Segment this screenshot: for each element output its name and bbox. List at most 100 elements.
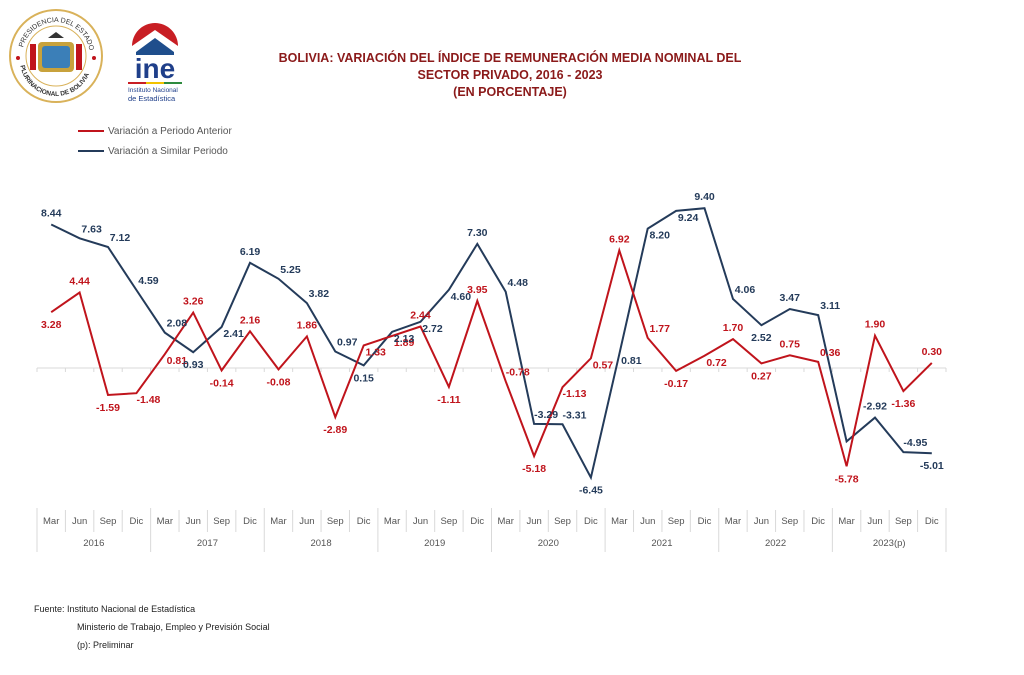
data-label-anterior: 0.57	[593, 359, 614, 371]
x-tick-label-quarter: Mar	[270, 516, 286, 527]
title-line-1: BOLIVIA: VARIACIÓN DEL ÍNDICE DE REMUNER…	[278, 51, 742, 65]
data-label-similar: 8.20	[650, 230, 671, 242]
x-tick-label-quarter: Jun	[186, 516, 201, 527]
x-tick-label-quarter: Mar	[611, 516, 627, 527]
data-label-similar: 8.44	[41, 208, 62, 220]
legend-label-similar: Variación a Similar Periodo	[108, 145, 228, 157]
ine-line1: Instituto Nacional	[128, 87, 178, 94]
x-tick-label-quarter: Dic	[470, 516, 484, 527]
data-label-anterior: 6.92	[609, 233, 630, 245]
x-tick-label-quarter: Dic	[925, 516, 939, 527]
data-label-anterior: 0.30	[922, 346, 943, 358]
data-label-anterior: -1.13	[563, 388, 587, 400]
data-label-anterior: -5.78	[835, 473, 859, 485]
data-label-similar: 0.81	[621, 355, 642, 367]
data-label-anterior: -0.14	[210, 377, 234, 389]
x-tick-label-quarter: Dic	[584, 516, 598, 527]
x-tick-label-quarter: Mar	[725, 516, 741, 527]
data-label-similar: 9.40	[694, 191, 715, 203]
data-label-anterior: 1.33	[365, 346, 386, 358]
data-label-anterior: -0.78	[506, 366, 530, 378]
data-label-similar: 0.15	[353, 372, 374, 384]
data-label-similar: -6.45	[579, 485, 603, 497]
data-label-anterior: 2.16	[240, 314, 261, 326]
x-tick-label-quarter: Jun	[526, 516, 541, 527]
data-label-similar: -5.01	[920, 460, 944, 472]
x-tick-label-year: 2019	[424, 538, 445, 549]
footer-note: (p): Preliminar	[77, 640, 134, 650]
x-tick-label-quarter: Jun	[413, 516, 428, 527]
data-label-similar: 7.63	[81, 223, 102, 235]
x-tick-label-quarter: Sep	[781, 516, 798, 527]
x-tick-label-quarter: Dic	[243, 516, 257, 527]
data-label-anterior: 2.44	[410, 310, 431, 322]
legend-swatch-anterior	[78, 130, 104, 132]
data-label-anterior: 1.89	[394, 337, 415, 349]
data-label-similar: 7.30	[467, 227, 488, 239]
data-label-anterior: -1.11	[437, 394, 461, 406]
data-label-anterior: 0.27	[751, 370, 772, 382]
x-tick-label-quarter: Dic	[698, 516, 712, 527]
x-tick-label-quarter: Mar	[43, 516, 59, 527]
x-tick-label-quarter: Dic	[357, 516, 371, 527]
data-label-similar: 4.48	[507, 277, 528, 289]
chart-footer: Fuente: Instituto Nacional de Estadístic…	[34, 600, 270, 654]
x-tick-label-quarter: Mar	[384, 516, 400, 527]
data-label-anterior: -2.89	[323, 424, 347, 436]
data-label-similar: 6.19	[240, 246, 261, 258]
data-label-similar: 2.41	[223, 328, 244, 340]
data-label-anterior: -1.36	[891, 398, 915, 410]
ine-line2: de Estadística	[128, 94, 176, 103]
ine-logo: ine Instituto Nacional de Estadística	[122, 8, 188, 104]
series-line-anterior	[50, 246, 933, 467]
footer-source-2: Ministerio de Trabajo, Empleo y Previsió…	[77, 622, 270, 632]
data-label-anterior: 1.70	[723, 322, 744, 334]
x-tick-label-quarter: Sep	[213, 516, 230, 527]
x-tick-label-quarter: Jun	[754, 516, 769, 527]
data-label-similar: 0.97	[337, 337, 358, 349]
series-line-similar	[50, 207, 932, 481]
x-tick-label-quarter: Mar	[838, 516, 854, 527]
data-label-anterior: 1.77	[650, 323, 671, 335]
data-label-similar: 3.47	[780, 292, 801, 304]
legend-item-similar: Variación a Similar Periodo	[78, 141, 232, 161]
data-label-anterior: 1.86	[297, 319, 318, 331]
chart-legend: Variación a Periodo Anterior Variación a…	[78, 121, 232, 161]
data-label-similar: 9.24	[678, 212, 699, 224]
x-tick-label-quarter: Jun	[867, 516, 882, 527]
data-label-anterior: 0.36	[820, 347, 841, 359]
x-tick-label-year: 2016	[83, 538, 104, 549]
title-line-2: SECTOR PRIVADO, 2016 - 2023	[417, 68, 603, 82]
data-label-similar: -2.92	[863, 401, 887, 413]
data-label-similar: 2.08	[167, 318, 188, 330]
legend-item-anterior: Variación a Periodo Anterior	[78, 121, 232, 141]
chart-title: BOLIVIA: VARIACIÓN DEL ÍNDICE DE REMUNER…	[230, 50, 790, 101]
data-label-anterior: 3.26	[183, 296, 204, 308]
data-label-anterior: 3.28	[41, 319, 62, 331]
x-tick-label-quarter: Jun	[72, 516, 87, 527]
ine-wordmark: ine	[135, 53, 175, 84]
data-label-similar: 4.06	[735, 284, 756, 296]
x-tick-label-quarter: Sep	[440, 516, 457, 527]
x-tick-label-quarter: Mar	[157, 516, 173, 527]
x-tick-label-quarter: Jun	[299, 516, 314, 527]
data-label-similar: 3.11	[820, 300, 840, 312]
x-tick-label-quarter: Sep	[554, 516, 571, 527]
data-label-anterior: 3.95	[467, 284, 488, 296]
legend-label-anterior: Variación a Periodo Anterior	[108, 125, 232, 137]
x-tick-label-year: 2018	[310, 538, 331, 549]
data-label-anterior: -1.59	[96, 402, 120, 414]
data-label-similar: -3.31	[563, 409, 587, 421]
data-label-anterior: 4.44	[69, 276, 90, 288]
data-label-similar: 5.25	[280, 264, 301, 276]
x-tick-label-quarter: Sep	[895, 516, 912, 527]
data-label-anterior: 0.72	[706, 357, 727, 369]
data-label-similar: 4.60	[451, 291, 472, 303]
x-tick-label-quarter: Sep	[100, 516, 117, 527]
presidency-seal-logo: PRESIDENCIA DEL ESTADO PLURINACIONAL DE …	[8, 8, 104, 104]
data-label-similar: 0.93	[183, 359, 204, 371]
data-label-similar: 2.72	[422, 323, 443, 335]
data-label-anterior: -0.17	[664, 378, 688, 390]
data-label-similar: -4.95	[903, 437, 927, 449]
